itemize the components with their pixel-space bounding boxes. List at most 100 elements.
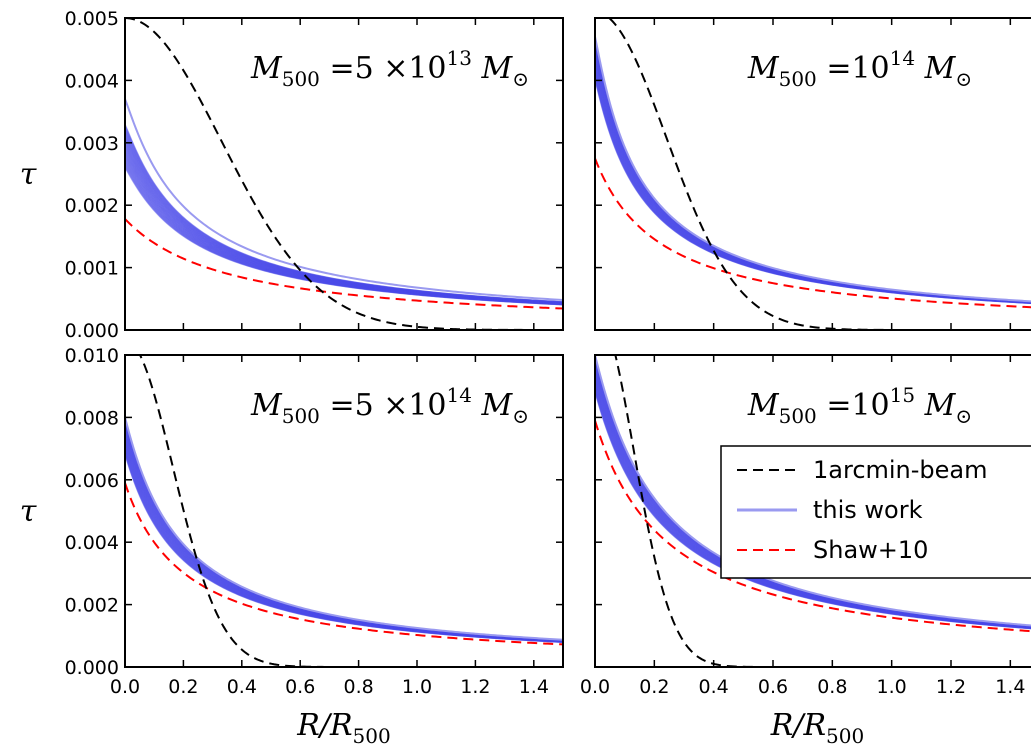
this-work-line: [125, 167, 563, 306]
this-work-line: [595, 56, 1031, 303]
panel-top-left: 0.000 0.001 0.002 0.003 0.004 0.005 M500 =5 ×1…: [20, 8, 564, 342]
this-work-line: [125, 148, 563, 305]
this-work-line: [125, 426, 563, 642]
this-work-line: [595, 66, 1031, 304]
this-work-line: [595, 80, 1031, 305]
this-work-line: [125, 160, 563, 305]
legend-label: this work: [813, 496, 923, 524]
this-work-line: [125, 453, 563, 643]
this-work-line: [125, 146, 563, 304]
this-work-line: [125, 446, 563, 643]
x-tick-label: 0.4: [699, 676, 729, 698]
this-work-line: [595, 54, 1031, 303]
y-tick-label: 0.003: [65, 133, 119, 155]
this-work-line: [125, 133, 563, 304]
this-work-line: [595, 76, 1031, 304]
this-work-line: [595, 380, 1031, 629]
this-work-line: [125, 441, 563, 643]
this-work-line: [125, 138, 563, 304]
this-work-line: [125, 159, 563, 305]
this-work-line: [595, 69, 1031, 304]
y-tick-label: 0.008: [65, 407, 119, 429]
y-tick-label: 0.001: [65, 258, 119, 280]
x-axis-label: R/R500: [296, 708, 390, 748]
this-work-line: [125, 143, 563, 304]
this-work-line: [125, 136, 563, 304]
this-work-line: [125, 423, 563, 641]
this-work-line: [125, 452, 563, 643]
this-work-line: [125, 429, 563, 642]
this-work-line: [595, 368, 1031, 628]
this-work-line: [125, 421, 563, 641]
this-work-line: [595, 71, 1031, 304]
this-work-line: [125, 439, 563, 642]
this-work-line: [595, 377, 1031, 629]
this-work-line: [125, 425, 563, 641]
this-work-line: [125, 154, 563, 305]
y-tick-label: 0.004: [65, 532, 119, 554]
y-axis-label: τ: [20, 494, 37, 529]
this-work-line: [125, 417, 563, 641]
this-work-line: [595, 375, 1031, 628]
this-work-line: [125, 155, 563, 305]
this-work-line: [595, 385, 1031, 629]
plot-area: [125, 355, 563, 667]
x-tick-label: 0.2: [168, 676, 198, 698]
this-work-line: [125, 128, 563, 303]
this-work-line: [125, 449, 563, 643]
this-work-line: [595, 78, 1031, 304]
this-work-line: [595, 67, 1031, 304]
x-tick-label: 0.0: [580, 676, 610, 698]
this-work-line: [125, 123, 563, 303]
this-work-line: [125, 127, 563, 303]
this-work-line: [595, 36, 1031, 303]
x-tick-label: 0.4: [227, 676, 257, 698]
x-tick-label: 0.6: [285, 676, 315, 698]
this-work-line: [125, 157, 563, 305]
panel-title: M500 =1015 M⊙: [747, 383, 972, 428]
this-work-line: [595, 365, 1031, 627]
this-work-line: [595, 375, 1031, 628]
this-work-line: [595, 72, 1031, 304]
this-work-line: [125, 422, 563, 641]
y-tick-label: 0.010: [65, 345, 119, 367]
this-work-line: [125, 139, 563, 304]
y-tick-label: 0.002: [65, 195, 119, 217]
shaw10-line: [125, 482, 563, 646]
x-tick-label: 1.0: [877, 676, 907, 698]
this-work-line: [125, 430, 563, 642]
this-work-line: [125, 162, 563, 306]
beam-line: [614, 355, 1031, 667]
this-work-line: [125, 418, 563, 641]
this-work-line: [595, 378, 1031, 629]
this-work-line: [595, 62, 1031, 304]
x-tick-label: 1.2: [460, 676, 490, 698]
axes-frame: [594, 17, 1031, 331]
this-work-line: [125, 152, 563, 305]
this-work-line: [595, 75, 1031, 304]
this-work-line: [595, 70, 1031, 304]
shaw10-line: [595, 420, 1031, 633]
this-work-line: [595, 60, 1031, 304]
this-work-line: [125, 450, 563, 643]
this-work-line: [125, 141, 563, 304]
panel-top-right: M500 =1014 M⊙: [594, 17, 1031, 331]
this-work-line: [595, 389, 1031, 630]
y-tick-label: 0.005: [65, 8, 119, 30]
panel-bottom-right: 0.0 0.2 0.4 0.6 0.8 1.0 1.2 1.4 M500 =1015 M⊙ R/R…: [580, 354, 1031, 748]
this-work-line: [595, 79, 1031, 304]
this-work-line: [125, 451, 563, 643]
this-work-line: [595, 73, 1031, 304]
x-tick-label: 1.4: [519, 676, 549, 698]
this-work-line: [125, 142, 563, 304]
this-work-line: [125, 135, 563, 304]
this-work-line: [595, 367, 1031, 628]
this-work-line: [125, 165, 563, 306]
this-work-line: [125, 447, 563, 643]
this-work-line: [125, 445, 563, 643]
this-work-line: [595, 355, 1031, 627]
this-work-line: [595, 373, 1031, 628]
plot-area: [595, 355, 1031, 667]
this-work-line: [125, 98, 563, 302]
this-work-line: [125, 126, 563, 303]
